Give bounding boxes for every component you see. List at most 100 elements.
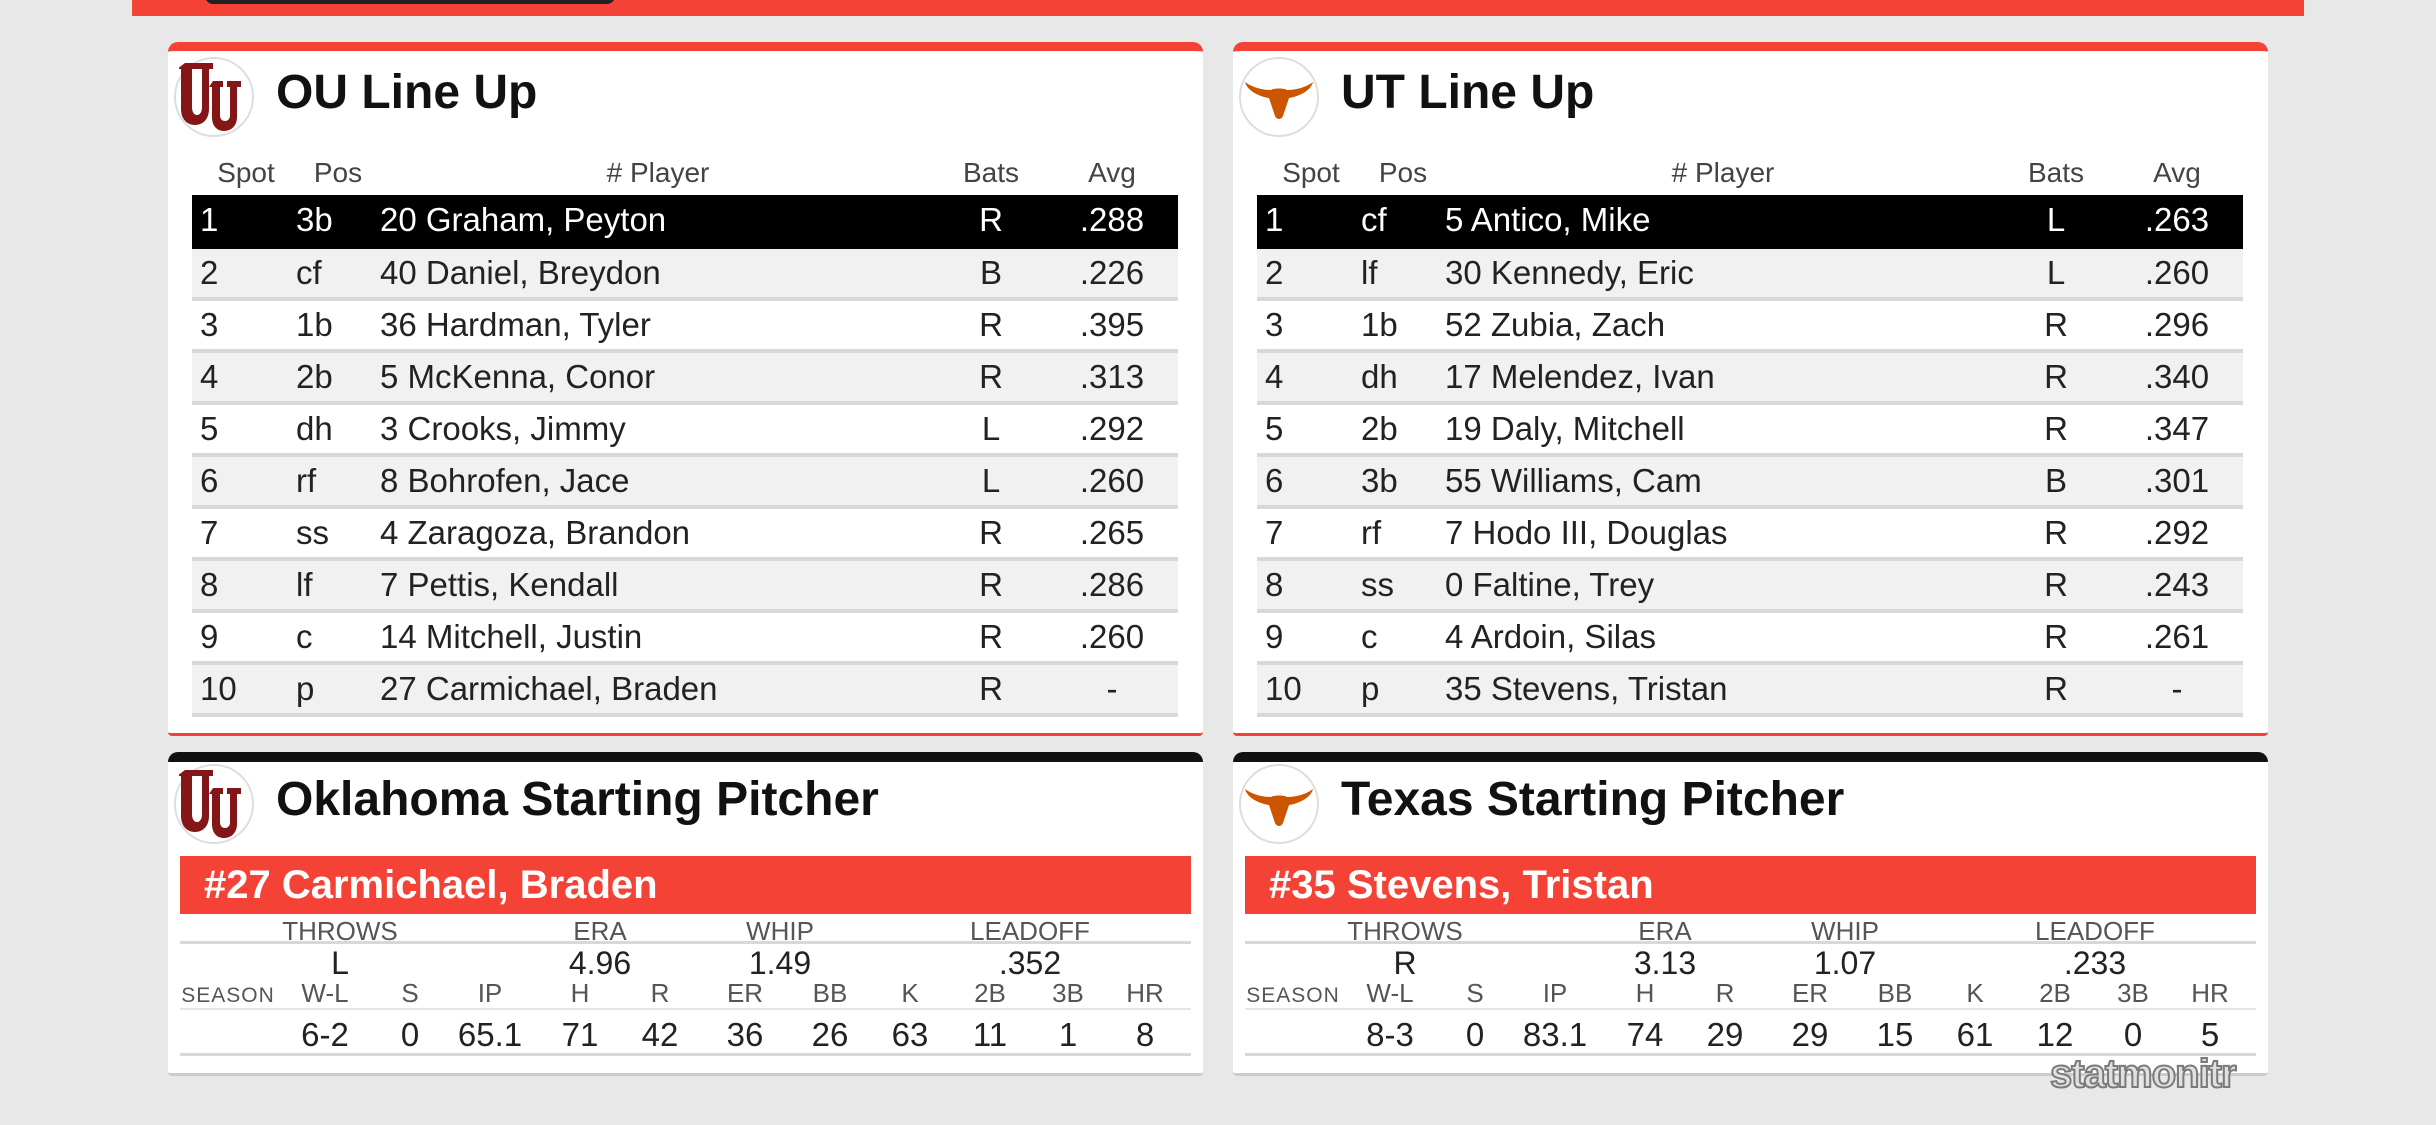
avg-cell: .260 bbox=[1046, 611, 1178, 665]
ou-logo-icon bbox=[174, 764, 254, 844]
player-cell: 20 Graham, Peyton bbox=[380, 195, 936, 249]
era-label: ERA bbox=[1638, 916, 1692, 946]
bats-cell: L bbox=[2001, 195, 2111, 249]
summary-labels: THROWS ERA WHIP LEADOFF bbox=[1245, 914, 2256, 946]
avg-cell: .395 bbox=[1046, 299, 1178, 353]
lineup-row[interactable]: 8 lf 7 Pettis, Kendall R .286 bbox=[192, 559, 1178, 613]
col-avg[interactable]: Avg bbox=[2153, 157, 2201, 188]
col-avg[interactable]: Avg bbox=[1088, 157, 1136, 188]
bats-cell: R bbox=[2001, 611, 2111, 665]
position-cell: c bbox=[1357, 611, 1445, 665]
3b-value: 1 bbox=[1058, 1016, 1078, 1053]
lineup-row[interactable]: 2 cf 40 Daniel, Breydon B .226 bbox=[192, 247, 1178, 301]
avg-cell: .243 bbox=[2111, 559, 2243, 613]
season-label: SEASON bbox=[1246, 984, 1340, 1007]
spot-cell: 9 bbox=[192, 611, 292, 665]
position-cell: 1b bbox=[292, 299, 380, 353]
col-pos[interactable]: Pos bbox=[1378, 157, 1428, 188]
bb-value: 26 bbox=[811, 1016, 849, 1053]
lineup-row[interactable]: 6 rf 8 Bohrofen, Jace L .260 bbox=[192, 455, 1178, 509]
ou-pitcher-name[interactable]: #27 Carmichael, Braden bbox=[180, 856, 1191, 914]
spot-cell: 7 bbox=[1257, 507, 1357, 561]
ut-lineup-rows: 1 cf 5 Antico, Mike L .263 2 lf 30 Kennedy, Eri… bbox=[1257, 195, 2243, 717]
col-bats[interactable]: Bats bbox=[2027, 157, 2085, 188]
ut-pitcher-name[interactable]: #35 Stevens, Tristan bbox=[1245, 856, 2256, 914]
r-label: R bbox=[1715, 978, 1735, 1008]
lineup-row[interactable]: 10 p 27 Carmichael, Braden R - bbox=[192, 663, 1178, 717]
player-cell: 19 Daly, Mitchell bbox=[1445, 403, 2001, 457]
lineup-row[interactable]: 7 rf 7 Hodo III, Douglas R .292 bbox=[1257, 507, 2243, 561]
longhorn-logo-icon bbox=[1239, 764, 1319, 844]
player-cell: 14 Mitchell, Justin bbox=[380, 611, 936, 665]
avg-cell: .301 bbox=[2111, 455, 2243, 509]
position-cell: dh bbox=[1357, 351, 1445, 405]
spot-cell: 3 bbox=[1257, 299, 1357, 353]
avg-cell: - bbox=[2111, 663, 2243, 717]
player-cell: 55 Williams, Cam bbox=[1445, 455, 2001, 509]
player-cell: 52 Zubia, Zach bbox=[1445, 299, 2001, 353]
spot-cell: 6 bbox=[1257, 455, 1357, 509]
lineup-row[interactable]: 4 2b 5 McKenna, Conor R .313 bbox=[192, 351, 1178, 405]
season-values: 8-3 0 83.1 74 29 29 15 61 12 0 5 bbox=[1245, 1008, 2256, 1056]
wl-label: W-L bbox=[301, 978, 349, 1008]
lineup-row[interactable]: 1 3b 20 Graham, Peyton R .288 bbox=[192, 195, 1178, 249]
avg-cell: .292 bbox=[1046, 403, 1178, 457]
bats-cell: B bbox=[936, 247, 1046, 301]
col-player[interactable]: # Player bbox=[1671, 157, 1775, 188]
bb-label: BB bbox=[1877, 978, 1913, 1008]
player-cell: 4 Zaragoza, Brandon bbox=[380, 507, 936, 561]
whip-value: 1.49 bbox=[748, 945, 812, 981]
2b-value: 12 bbox=[2036, 1016, 2074, 1053]
top-banner-tab[interactable] bbox=[205, 0, 615, 4]
col-spot[interactable]: Spot bbox=[1282, 157, 1340, 188]
position-cell: 2b bbox=[292, 351, 380, 405]
s-value: 0 bbox=[400, 1016, 420, 1053]
col-bats[interactable]: Bats bbox=[962, 157, 1020, 188]
avg-cell: .313 bbox=[1046, 351, 1178, 405]
lineup-row[interactable]: 6 3b 55 Williams, Cam B .301 bbox=[1257, 455, 2243, 509]
bats-cell: R bbox=[936, 507, 1046, 561]
era-value: 3.13 bbox=[1633, 945, 1697, 981]
ou-pitcher-card: Oklahoma Starting Pitcher #27 Carmichael… bbox=[168, 752, 1203, 1076]
player-cell: 27 Carmichael, Braden bbox=[380, 663, 936, 717]
ou-lineup-title: OU Line Up bbox=[276, 66, 538, 119]
r-label: R bbox=[650, 978, 670, 1008]
lineup-row[interactable]: 2 lf 30 Kennedy, Eric L .260 bbox=[1257, 247, 2243, 301]
bats-cell: R bbox=[936, 299, 1046, 353]
avg-cell: .292 bbox=[2111, 507, 2243, 561]
longhorn-logo-icon bbox=[1239, 57, 1319, 137]
lineup-row[interactable]: 9 c 14 Mitchell, Justin R .260 bbox=[192, 611, 1178, 665]
col-pos[interactable]: Pos bbox=[313, 157, 363, 188]
wl-label: W-L bbox=[1366, 978, 1414, 1008]
lineup-row[interactable]: 5 dh 3 Crooks, Jimmy L .292 bbox=[192, 403, 1178, 457]
lineup-row[interactable]: 7 ss 4 Zaragoza, Brandon R .265 bbox=[192, 507, 1178, 561]
avg-cell: .261 bbox=[2111, 611, 2243, 665]
lineup-row[interactable]: 1 cf 5 Antico, Mike L .263 bbox=[1257, 195, 2243, 249]
player-cell: 5 Antico, Mike bbox=[1445, 195, 2001, 249]
player-cell: 30 Kennedy, Eric bbox=[1445, 247, 2001, 301]
position-cell: cf bbox=[292, 247, 380, 301]
summary-labels: THROWS ERA WHIP LEADOFF bbox=[180, 914, 1191, 946]
lineup-row[interactable]: 3 1b 36 Hardman, Tyler R .395 bbox=[192, 299, 1178, 353]
whip-value: 1.07 bbox=[1813, 945, 1877, 981]
lineup-row[interactable]: 10 p 35 Stevens, Tristan R - bbox=[1257, 663, 2243, 717]
avg-cell: .288 bbox=[1046, 195, 1178, 249]
player-cell: 17 Melendez, Ivan bbox=[1445, 351, 2001, 405]
col-player[interactable]: # Player bbox=[606, 157, 710, 188]
season-label: SEASON bbox=[181, 984, 275, 1007]
spot-cell: 9 bbox=[1257, 611, 1357, 665]
era-value: 4.96 bbox=[568, 945, 632, 981]
lineup-row[interactable]: 8 ss 0 Faltine, Trey R .243 bbox=[1257, 559, 2243, 613]
position-cell: 2b bbox=[1357, 403, 1445, 457]
season-values: 6-2 0 65.1 71 42 36 26 63 11 1 8 bbox=[180, 1008, 1191, 1056]
lineup-row[interactable]: 5 2b 19 Daly, Mitchell R .347 bbox=[1257, 403, 2243, 457]
col-spot[interactable]: Spot bbox=[217, 157, 275, 188]
ut-pitcher-title: Texas Starting Pitcher bbox=[1341, 773, 1845, 826]
lineup-row[interactable]: 4 dh 17 Melendez, Ivan R .340 bbox=[1257, 351, 2243, 405]
position-cell: p bbox=[292, 663, 380, 717]
lineup-row[interactable]: 3 1b 52 Zubia, Zach R .296 bbox=[1257, 299, 2243, 353]
whip-label: WHIP bbox=[746, 916, 814, 946]
avg-cell: .340 bbox=[2111, 351, 2243, 405]
spot-cell: 1 bbox=[1257, 195, 1357, 249]
